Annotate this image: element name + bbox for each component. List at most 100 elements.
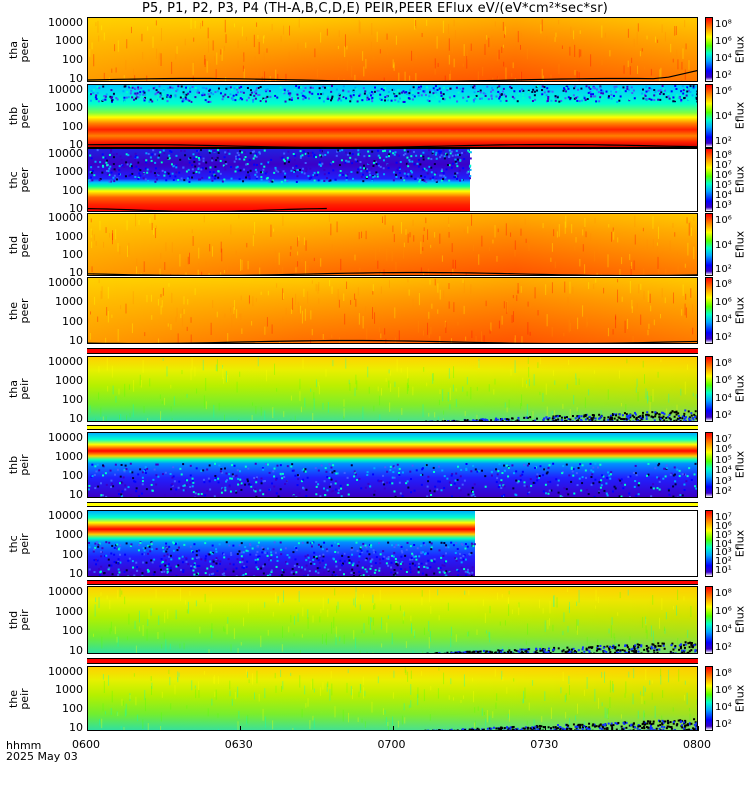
y-axis-label: thc peir: [7, 532, 31, 555]
colorbar-tick-label: 10⁵: [715, 529, 732, 541]
y-tick-label: 100: [62, 547, 83, 561]
colorbar-thd-peir: [705, 586, 713, 654]
colorbar-tick-label: 10⁵: [715, 454, 732, 466]
spectrogram-texture: [88, 18, 697, 81]
spectrogram-texture: [88, 462, 697, 497]
colorbar-tick-label: 10¹: [715, 565, 732, 576]
y-tick-label: 100: [62, 314, 83, 328]
spectrogram-fill: [88, 149, 470, 211]
y-tick-label: 1000: [55, 229, 83, 243]
colorbar-tick-label: 10⁴: [715, 53, 732, 64]
y-tick-label: 1000: [55, 373, 83, 387]
x-tick-mark: [87, 726, 88, 731]
spectrogram-tha-peer: [87, 17, 698, 82]
spectrogram-fill: [88, 587, 697, 653]
y-tick-label: 10000: [48, 275, 83, 289]
colorbar-tick-label: 10⁶: [715, 606, 732, 617]
y-tick-label: 10: [69, 488, 83, 502]
y-tick-label: 100: [62, 183, 83, 197]
colorbar-tick-label: 10⁸: [715, 19, 732, 30]
spectrogram-texture: [88, 278, 697, 343]
y-tick-label: 10000: [48, 664, 83, 678]
panel-separator-bar: [87, 658, 698, 664]
colorbar-unit-label: Eflux: [733, 35, 747, 63]
y-tick-label: 1000: [55, 528, 83, 542]
y-axis-label: thb peer: [7, 103, 31, 129]
y-axis-label: thd peir: [7, 609, 31, 631]
colorbar-tick-label: 10⁸: [715, 279, 732, 290]
y-tick-label: 1000: [55, 449, 83, 463]
y-axis-label: thb peir: [7, 454, 31, 476]
y-tick-label: 1000: [55, 683, 83, 697]
y-tick-label: 1000: [55, 34, 83, 48]
x-tick-label: 0600: [72, 738, 100, 751]
spectrogram-texture: [98, 667, 697, 730]
y-tick-label: 100: [62, 624, 83, 638]
y-tick-label: 10000: [48, 508, 83, 522]
spectrogram-texture: [89, 357, 697, 421]
spectrogram-thd-peer: [87, 213, 698, 276]
y-axis-label: tha peir: [7, 378, 31, 400]
y-tick-label: 10: [69, 72, 83, 86]
x-tick-label: 0700: [377, 738, 406, 751]
spectrogram-texture: [88, 149, 472, 211]
colorbar-unit-label: Eflux: [733, 374, 747, 403]
x-tick-label: 0800: [683, 738, 711, 751]
panel-separator-bar: [87, 580, 698, 585]
y-axis-label: thc peer: [7, 167, 31, 193]
colorbar-tick-label: 10⁸: [715, 150, 732, 161]
colorbar-unit-label: Eflux: [733, 296, 747, 324]
y-tick-label: 100: [62, 469, 83, 482]
spacecraft-potential-line: [88, 339, 697, 343]
spectrogram-fill: [88, 278, 697, 343]
y-tick-label: 10: [69, 644, 83, 658]
colorbar-tick-label: 10⁸: [715, 668, 732, 679]
y-tick-label: 10: [69, 202, 83, 216]
colorbar-tick-label: 10⁶: [715, 215, 732, 226]
y-tick-label: 100: [62, 53, 83, 67]
colorbar-tick-label: 10⁴: [715, 314, 732, 326]
colorbar-unit-label: Eflux: [733, 230, 747, 258]
spectrogram-thb-peir: [87, 432, 698, 498]
y-axis-label: thd peer: [7, 231, 31, 258]
colorbar-tick-label: 10⁶: [715, 296, 732, 308]
spectrogram-thc-peir: [87, 510, 698, 577]
colorbar-thd-peer: [705, 213, 713, 276]
spectrogram-texture: [88, 541, 476, 576]
spectrogram-texture: [88, 214, 697, 275]
x-tick-mark: [545, 726, 547, 731]
y-tick-label: 10000: [48, 15, 83, 29]
colorbar-tick-label: 10⁴: [715, 465, 732, 477]
y-tick-label: 100: [62, 702, 83, 716]
x-tick-mark: [392, 726, 394, 731]
spectrogram-thc-peer: [87, 148, 698, 212]
y-tick-label: 10: [69, 266, 83, 280]
y-tick-label: 10000: [48, 146, 83, 160]
colorbar-tick-label: 10⁴: [715, 538, 732, 550]
colorbar-tick-label: 10⁴: [715, 239, 732, 251]
y-tick-label: 10: [69, 334, 83, 348]
chart-title: P5, P1, P2, P3, P4 (TH-A,B,C,D,E) PEIR,P…: [141, 1, 609, 16]
colorbar-tick-label: 10²: [715, 642, 732, 653]
panel-separator-bar: [87, 425, 698, 430]
spectrogram-the-peer: [87, 277, 698, 344]
colorbar-tick-label: 10³: [715, 200, 732, 211]
spectrogram-tha-peir: [87, 356, 698, 422]
spacecraft-potential-line: [88, 143, 697, 147]
y-axis-label: the peer: [7, 297, 31, 324]
y-tick-label: 10: [69, 721, 83, 735]
colorbar-tick-label: 10⁶: [715, 375, 732, 387]
x-axis-label-line2: 2025 May 03: [6, 750, 78, 763]
colorbar-tick-label: 10⁶: [715, 444, 732, 456]
spectrogram-fill: [88, 357, 697, 421]
colorbar-the-peir: [705, 666, 713, 731]
y-tick-label: 1000: [55, 101, 83, 115]
y-tick-label: 10: [69, 412, 83, 426]
spectrogram-thd-peir: [87, 586, 698, 654]
colorbar-tick-label: 10²: [715, 410, 732, 421]
y-tick-label: 10000: [48, 584, 83, 598]
spectrogram-texture: [88, 85, 697, 147]
y-tick-label: 10: [69, 567, 83, 581]
colorbar-tick-label: 10⁴: [715, 111, 732, 122]
panel-separator-bar: [87, 348, 698, 354]
